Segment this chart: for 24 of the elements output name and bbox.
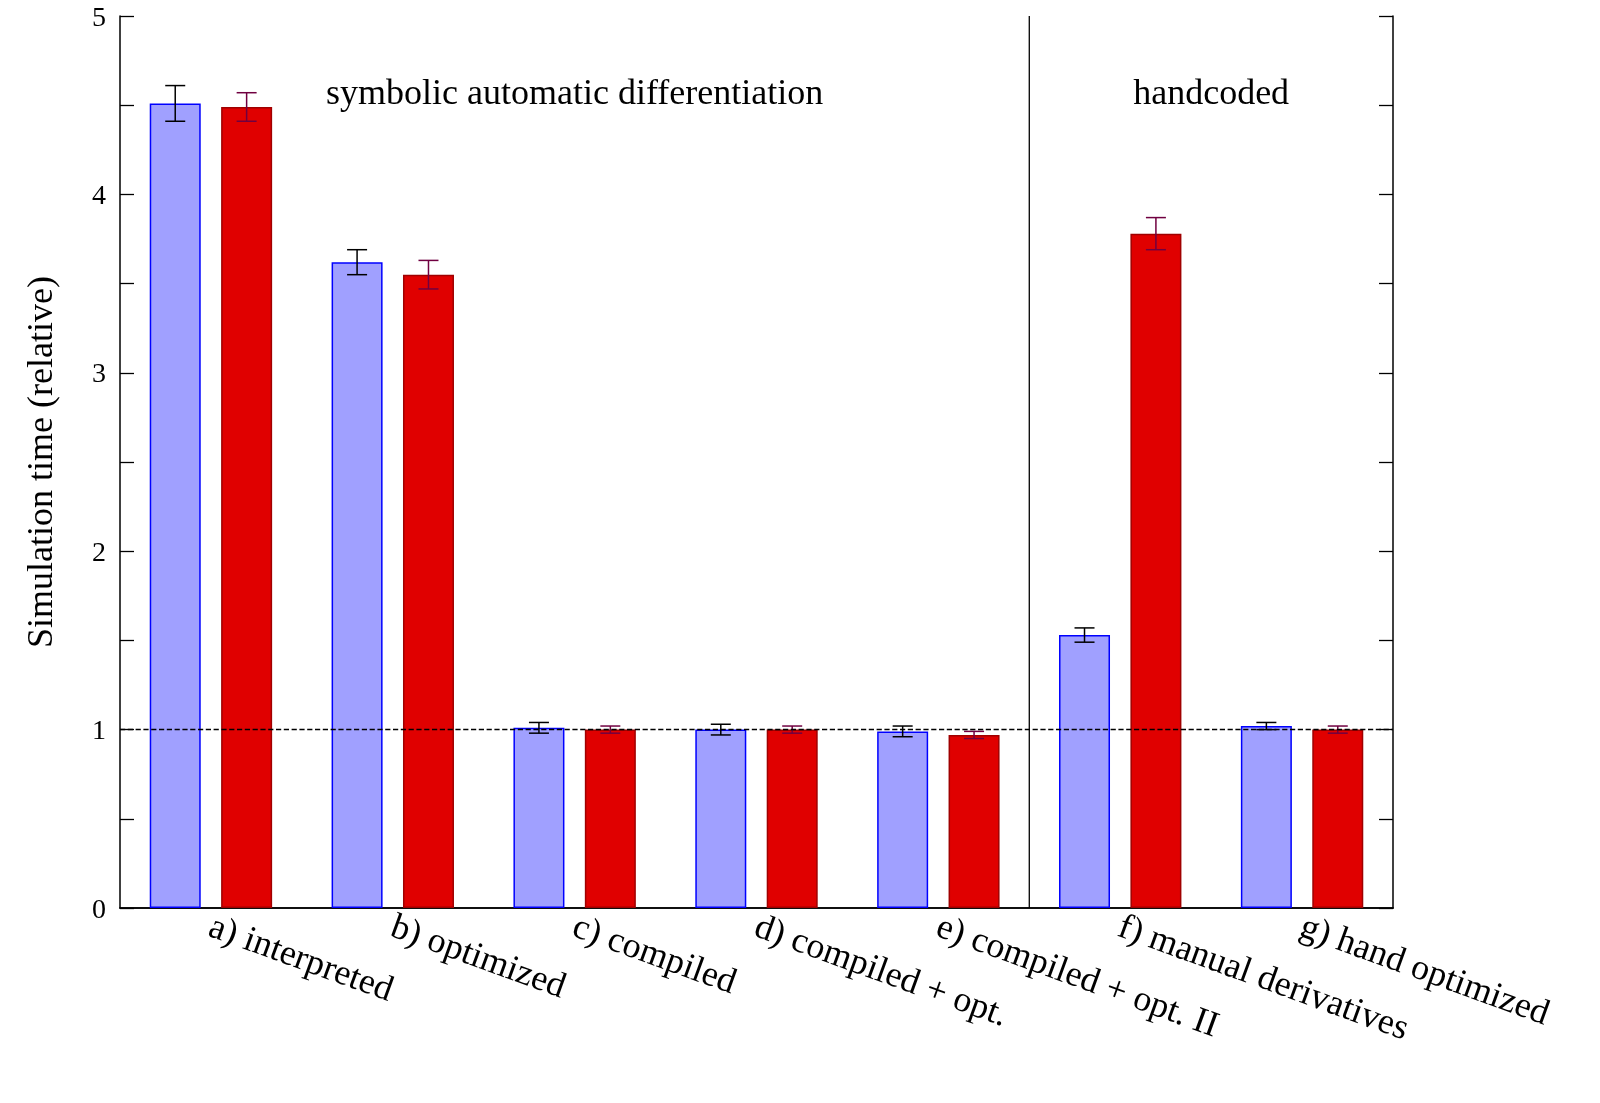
annotation: handcoded xyxy=(1133,72,1290,112)
bar xyxy=(1059,635,1111,908)
bar xyxy=(766,729,818,908)
y-tick-label: 0 xyxy=(92,892,106,924)
bar xyxy=(402,274,454,908)
bar xyxy=(1312,729,1364,908)
y-tick-label: 1 xyxy=(92,714,106,746)
annotation: symbolic automatic differentiation xyxy=(326,72,824,112)
bar xyxy=(513,727,565,908)
bar xyxy=(1240,726,1292,908)
bar xyxy=(221,106,273,908)
bar xyxy=(1130,233,1182,908)
y-tick-label: 4 xyxy=(92,178,106,210)
bar xyxy=(584,729,636,908)
bar xyxy=(948,734,1000,908)
x-tick-label: c) compiled xyxy=(567,905,743,1002)
bar xyxy=(877,731,929,908)
bar xyxy=(149,103,201,908)
bar xyxy=(331,262,383,908)
y-axis-title: Simulation time (relative) xyxy=(20,276,60,648)
bar xyxy=(695,729,747,908)
y-tick-label: 2 xyxy=(92,535,106,567)
y-tick-label: 3 xyxy=(92,357,106,389)
y-tick-label: 5 xyxy=(92,0,106,32)
